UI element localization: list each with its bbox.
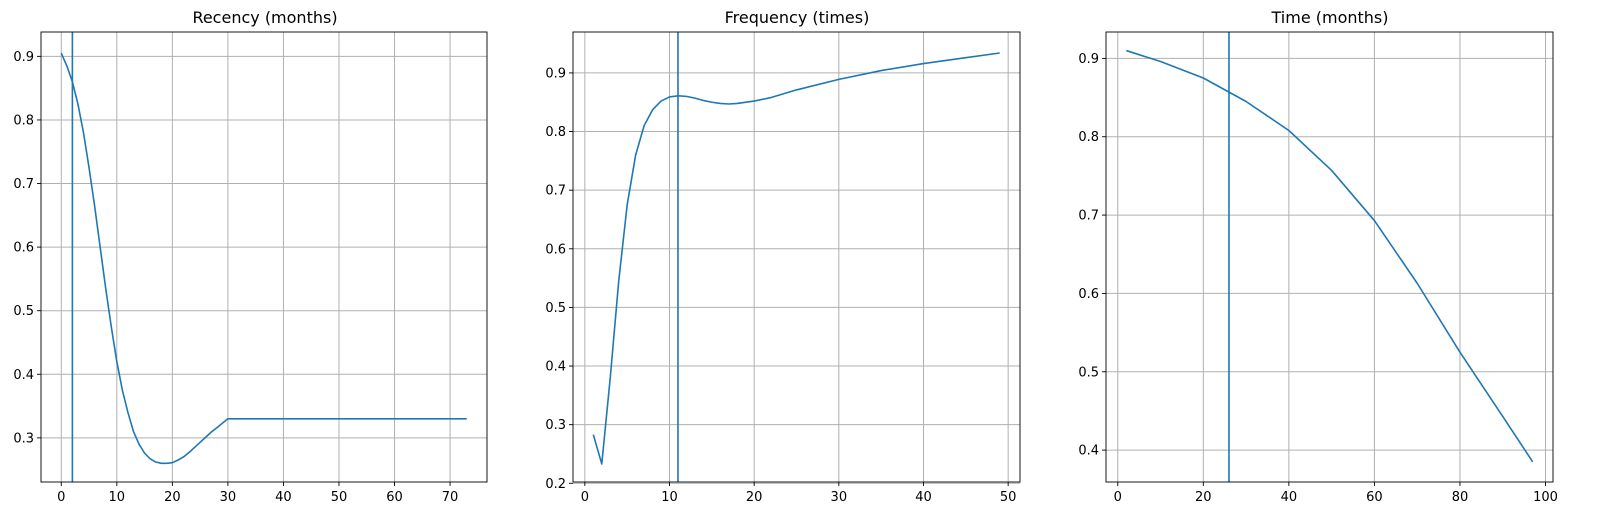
x-tick-label: 20 [746, 490, 763, 505]
recency-chart: Recency (months) 0 10 20 30 40 50 60 70 0.3 0.4 0.… [13, 8, 488, 505]
frequency-chart: Frequency (times) 0 10 20 30 40 50 0.2 0.3 0.4 0.… [545, 8, 1021, 505]
y-tick-label: 0.4 [545, 360, 566, 375]
x-tick-label: 0 [1114, 490, 1122, 505]
y-tick-label: 0.6 [1078, 287, 1099, 302]
y-tick-label: 0.2 [545, 477, 566, 492]
x-tick-label: 80 [1452, 490, 1469, 505]
x-tick-label: 50 [1000, 490, 1017, 505]
x-tick-label: 30 [220, 490, 237, 505]
y-tick-label: 0.6 [545, 242, 566, 257]
axes-frame [572, 31, 1021, 483]
chart-title: Time (months) [1271, 8, 1389, 27]
y-tick-label: 0.6 [13, 241, 34, 256]
y-tick-label: 0.8 [13, 113, 34, 128]
x-tick-label: 10 [109, 490, 126, 505]
x-tick-label: 20 [1195, 490, 1212, 505]
y-tick-label: 0.7 [13, 177, 34, 192]
y-tick-label: 0.7 [1078, 209, 1099, 224]
y-tick-label: 0.9 [545, 66, 566, 81]
axes-frame [40, 31, 488, 483]
x-tick-label: 10 [661, 490, 678, 505]
x-tick-label: 40 [915, 490, 932, 505]
y-tick-label: 0.4 [1078, 444, 1099, 459]
x-tick-label: 20 [164, 490, 181, 505]
y-tick-label: 0.9 [13, 50, 34, 65]
y-tick-label: 0.3 [13, 431, 34, 446]
y-tick-label: 0.5 [13, 304, 34, 319]
y-tick-label: 0.3 [545, 418, 566, 433]
y-tick-label: 0.8 [545, 125, 566, 140]
x-tick-label: 100 [1533, 490, 1558, 505]
chart-title: Frequency (times) [725, 8, 870, 27]
x-tick-label: 0 [57, 490, 65, 505]
series-line [1126, 49, 1534, 463]
x-tick-label: 40 [1281, 490, 1298, 505]
time-chart: Time (months) 0 20 40 60 80 100 0.4 0.5 0.6 0.7 0.… [1078, 8, 1558, 505]
y-tick-label: 0.8 [1078, 130, 1099, 145]
y-tick-label: 0.7 [545, 184, 566, 199]
y-tick-label: 0.5 [545, 301, 566, 316]
x-tick-label: 30 [831, 490, 848, 505]
x-tick-label: 60 [386, 490, 403, 505]
x-tick-label: 50 [331, 490, 348, 505]
x-tick-label: 70 [442, 490, 459, 505]
chart-title: Recency (months) [192, 8, 337, 27]
y-tick-label: 0.5 [1078, 365, 1099, 380]
x-tick-label: 40 [275, 490, 292, 505]
y-tick-label: 0.9 [1078, 52, 1099, 67]
axes-frame [1105, 31, 1554, 483]
x-tick-label: 0 [581, 490, 589, 505]
y-tick-label: 0.4 [13, 368, 34, 383]
series-line [60, 52, 467, 465]
x-tick-label: 60 [1366, 490, 1383, 505]
series-line [592, 52, 1000, 465]
